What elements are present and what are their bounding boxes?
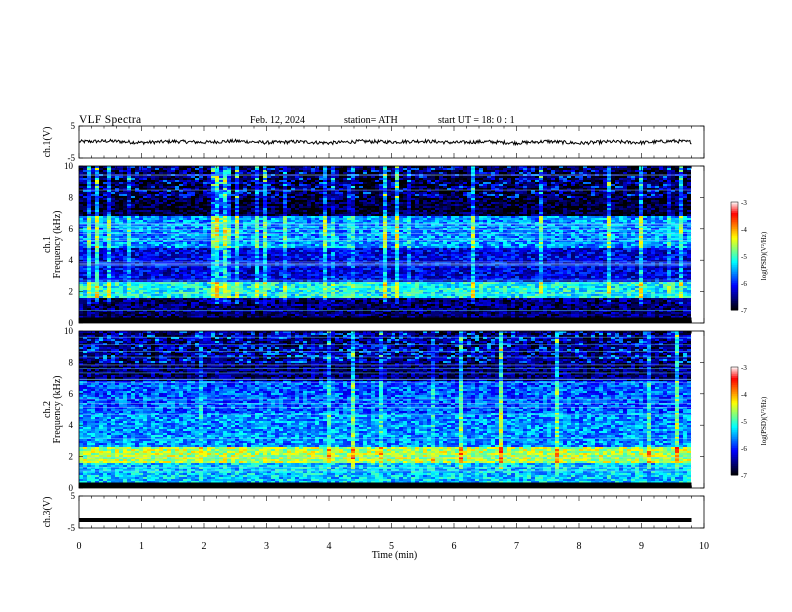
ch1-spectrogram-low-band xyxy=(79,317,692,323)
ch1-spectrogram-y-tick-label: 2 xyxy=(69,287,74,297)
figure-header: VLF Spectra Feb. 12, 2024 station= ATH s… xyxy=(0,0,792,130)
ch1-waveform-y-tick-label: -5 xyxy=(68,153,76,163)
x-tick-label: 10 xyxy=(699,541,709,552)
ch2-spectrogram-image xyxy=(79,331,691,487)
x-tick-label: 0 xyxy=(77,541,82,552)
ch1-spectrogram-colorbar-tick: -3 xyxy=(741,199,747,207)
ch2-spectrogram-y-tick-label: 8 xyxy=(69,357,74,367)
ch2-spectrogram-colorbar-tick: -4 xyxy=(741,391,747,399)
ch2-spectrogram-colorbar-tick: -5 xyxy=(741,418,747,426)
ch1-spectrogram-ylabel: Frequency (kHz) xyxy=(52,210,63,278)
ch1-waveform-y-tick-label: 5 xyxy=(71,121,76,131)
x-axis-label: Time (min) xyxy=(372,550,417,561)
ch3-waveform-ylabel: ch.3(V) xyxy=(42,497,53,528)
ch1-spectrogram-colorbar-frame xyxy=(730,201,739,311)
station-label: station= ATH xyxy=(344,115,398,126)
x-tick-label: 3 xyxy=(264,541,269,552)
ch3-waveform-y-tick-label: -5 xyxy=(68,523,76,533)
ch1-waveform-ylabel: ch.1(V) xyxy=(42,127,53,158)
ch2-spectrogram-low-band xyxy=(79,482,692,488)
ch1-spectrogram-y-tick-label: 10 xyxy=(64,161,74,171)
x-tick-label: 8 xyxy=(577,541,582,552)
ch2-spectrogram-ylabel: ch.2 xyxy=(42,401,53,418)
date-label: Feb. 12, 2024 xyxy=(250,115,305,126)
ch2-spectrogram-ylabel: Frequency (kHz) xyxy=(52,375,63,443)
ch1-spectrogram-colorbar-tick: -4 xyxy=(741,226,747,234)
ch2-spectrogram-y-tick-label: 4 xyxy=(69,420,74,430)
x-tick-label: 6 xyxy=(452,541,457,552)
ch3-waveform-frame xyxy=(78,495,705,529)
x-tick-label: 9 xyxy=(639,541,644,552)
ch1-spectrogram-y-tick-label: 6 xyxy=(69,224,74,234)
ch2-spectrogram-y-tick-label: 6 xyxy=(69,389,74,399)
x-tick-label: 2 xyxy=(202,541,207,552)
ch1-spectrogram-colorbar-tick: -5 xyxy=(741,253,747,261)
ch2-spectrogram-colorbar-label: log(PSD)(V²/Hz) xyxy=(760,396,768,445)
x-tick-label: 5 xyxy=(389,541,394,552)
ch2-spectrogram-y-tick-label: 2 xyxy=(69,452,74,462)
ch1-spectrogram-y-tick-label: 8 xyxy=(69,192,74,202)
figure-title: VLF Spectra xyxy=(79,114,141,126)
ch2-spectrogram-colorbar-tick: -6 xyxy=(741,445,747,453)
x-tick-label: 4 xyxy=(327,541,332,552)
start-time-label: start UT = 18: 0 : 1 xyxy=(438,115,515,126)
ch1-waveform-trace xyxy=(78,138,692,147)
ch1-spectrogram-colorbar xyxy=(731,202,738,311)
ch2-spectrogram-colorbar-tick: -7 xyxy=(741,472,747,480)
ch3-waveform-trace xyxy=(79,518,692,522)
ch1-spectrogram-y-tick-label: 4 xyxy=(69,255,74,265)
ch2-spectrogram-y-tick-label: 0 xyxy=(69,483,74,493)
ch1-spectrogram-image xyxy=(79,166,691,322)
ch2-spectrogram-colorbar-tick: -3 xyxy=(741,364,747,372)
x-tick-label: 1 xyxy=(139,541,144,552)
ch1-spectrogram-y-tick-label: 0 xyxy=(69,318,74,328)
x-tick-label: 7 xyxy=(514,541,519,552)
ch1-spectrogram-colorbar-label: log(PSD)(V²/Hz) xyxy=(760,231,768,280)
ch1-spectrogram-colorbar-tick: -6 xyxy=(741,280,747,288)
ch2-spectrogram-colorbar-frame xyxy=(730,366,739,476)
ch3-waveform-y-tick-label: 5 xyxy=(71,491,76,501)
ch1-spectrogram-colorbar-tick: -7 xyxy=(741,307,747,315)
ch1-spectrogram-ylabel: ch.1 xyxy=(42,236,53,253)
ch2-spectrogram-colorbar xyxy=(731,367,738,476)
ch2-spectrogram-y-tick-label: 10 xyxy=(64,326,74,336)
